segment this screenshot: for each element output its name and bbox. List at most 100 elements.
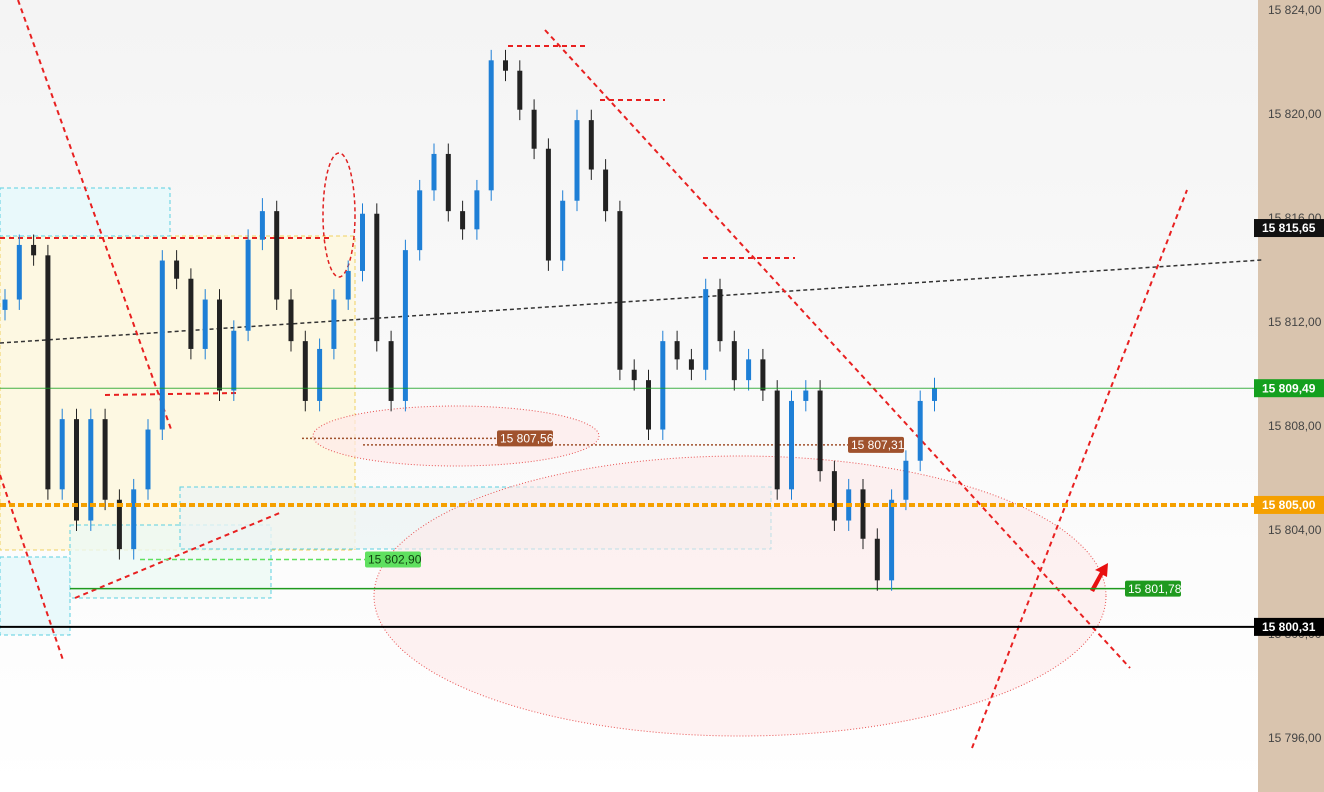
- candle-body: [202, 299, 208, 349]
- candle-body: [803, 390, 809, 401]
- candle-body: [131, 489, 137, 550]
- highlight-ellipse: [322, 152, 356, 278]
- trend-line: [0, 259, 1263, 344]
- candle-body: [360, 213, 365, 271]
- candle-body: [560, 200, 566, 261]
- price-tag: [1254, 617, 1324, 636]
- candle-body: [874, 538, 880, 581]
- candle-body: [703, 289, 709, 370]
- candle-body: [2, 299, 8, 310]
- high-marker: [104, 392, 239, 396]
- candle-body: [259, 211, 265, 240]
- candle-body: [445, 153, 451, 212]
- candle-body: [860, 489, 866, 539]
- candle-body: [646, 380, 651, 430]
- y-tick-label: 15 820,00: [1268, 107, 1322, 121]
- drawings: [0, 0, 1263, 749]
- candle-body: [574, 120, 580, 201]
- level-tag: [1125, 580, 1181, 597]
- zone-ellipse: [373, 455, 1107, 737]
- level-label: 15 807,31: [851, 438, 905, 452]
- price-tag: [1254, 219, 1324, 238]
- trend-line: [0, 474, 64, 661]
- zone-cyan: [0, 187, 171, 237]
- candle-body: [345, 270, 351, 300]
- trend-line: [971, 189, 1188, 749]
- candle-body: [674, 341, 680, 360]
- candle-body: [917, 400, 923, 461]
- y-tick-label: 15 812,00: [1268, 315, 1322, 329]
- candle-body: [746, 359, 752, 381]
- candle-body: [474, 190, 480, 230]
- price-tag: [1254, 379, 1324, 398]
- candle-body: [245, 239, 251, 331]
- candle-body: [288, 299, 294, 342]
- trend-line: [544, 29, 1131, 669]
- candle-body: [531, 109, 537, 149]
- level-tag: [848, 436, 904, 453]
- price-tag-label: 15 805,00: [1262, 498, 1316, 512]
- candle-body: [159, 260, 165, 430]
- level-label: 15 807,56: [500, 432, 554, 446]
- level-tag: [365, 551, 421, 568]
- candle-body: [789, 400, 794, 490]
- candle-body: [374, 213, 380, 342]
- candle-body: [417, 190, 423, 251]
- candle-body: [274, 211, 280, 300]
- trend-line: [17, 0, 173, 433]
- candle-body: [932, 388, 937, 401]
- candle-body: [631, 369, 637, 381]
- candle-body: [231, 330, 237, 391]
- candle-body: [331, 299, 337, 349]
- level-tag: [497, 430, 553, 447]
- candle-body: [831, 471, 837, 521]
- candle-body: [717, 289, 723, 342]
- candle-body: [431, 153, 437, 191]
- zone-cyan: [0, 556, 71, 636]
- candle-body: [731, 341, 737, 381]
- candle-body: [774, 390, 780, 490]
- level-label: 15 802,90: [368, 553, 422, 567]
- candle-body: [660, 341, 666, 430]
- candle-body: [588, 120, 594, 170]
- price-tag-label: 15 815,65: [1262, 221, 1316, 235]
- candle-body: [31, 244, 37, 256]
- candle-body: [388, 341, 394, 401]
- candle-body: [517, 70, 523, 110]
- candle-body: [889, 499, 895, 581]
- candle-body: [174, 260, 180, 279]
- candle-body: [817, 390, 823, 472]
- candle-body: [102, 419, 108, 500]
- zone-ellipse: [312, 405, 600, 467]
- y-tick-label: 15 824,00: [1268, 3, 1322, 17]
- candle-body: [74, 419, 79, 521]
- candle-body: [603, 169, 609, 212]
- candle-body: [402, 250, 408, 401]
- candle-body: [317, 348, 323, 401]
- candle-body: [217, 299, 222, 391]
- candle-body: [145, 429, 151, 490]
- y-tick-label: 15 804,00: [1268, 523, 1322, 537]
- candle-body: [116, 499, 122, 550]
- candle-body: [903, 460, 909, 500]
- candle-body: [460, 211, 466, 230]
- candle-body: [488, 60, 494, 191]
- y-tick-label: 15 796,00: [1268, 731, 1322, 745]
- level-label: 15 801,78: [1128, 582, 1182, 596]
- price-tag-label: 15 800,31: [1262, 620, 1316, 634]
- candle-body: [59, 419, 65, 490]
- candle-body: [188, 278, 194, 349]
- candle-body: [760, 359, 766, 391]
- price-tag: [1254, 495, 1324, 514]
- arrow-up: [1090, 563, 1108, 592]
- price-tag-label: 15 809,49: [1262, 381, 1316, 395]
- candle-body: [45, 255, 51, 490]
- candle-body: [688, 359, 694, 370]
- candle-body: [545, 148, 551, 261]
- candle-body: [16, 244, 22, 300]
- candle-body: [88, 419, 94, 521]
- candle-body: [617, 211, 623, 370]
- candle-body: [302, 341, 308, 401]
